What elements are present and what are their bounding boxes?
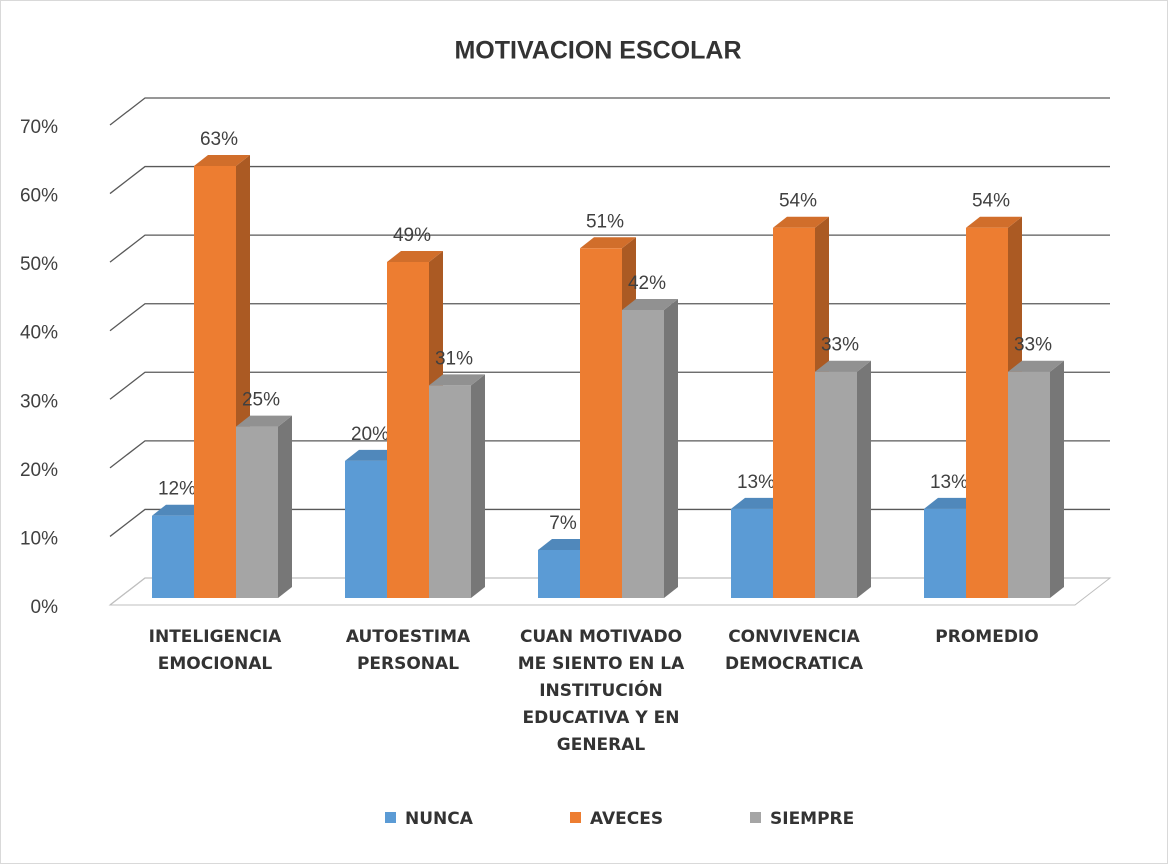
- bar-top: [966, 216, 1022, 228]
- legend-swatch: [385, 812, 396, 823]
- bar: [966, 227, 1008, 598]
- bar: [152, 515, 194, 598]
- legend-swatch: [570, 812, 581, 823]
- value-label: 12%: [158, 479, 196, 500]
- bar-top: [194, 155, 250, 166]
- y-tick-label: 10%: [20, 528, 58, 549]
- value-label: 42%: [628, 273, 666, 294]
- legend-label: AVECES: [590, 809, 663, 829]
- y-tick-label: 70%: [20, 117, 58, 138]
- value-label: 49%: [393, 225, 431, 246]
- value-label: 51%: [586, 211, 624, 232]
- value-label: 25%: [242, 390, 280, 411]
- y-tick-label: 40%: [20, 323, 58, 344]
- x-tick-label: PROMEDIO: [935, 627, 1039, 647]
- bar-side: [857, 360, 871, 598]
- bar: [815, 371, 857, 598]
- bar-top: [773, 216, 829, 228]
- value-label: 31%: [435, 348, 473, 369]
- y-tick-label: 60%: [20, 186, 58, 207]
- bar-top: [236, 415, 292, 427]
- legend-swatch: [750, 812, 761, 823]
- bar: [731, 508, 773, 598]
- bar: [429, 385, 471, 598]
- x-tick-label: AUTOESTIMA PERSONAL: [345, 627, 471, 674]
- bar: [387, 262, 429, 598]
- bar-side: [1050, 360, 1064, 598]
- bar: [924, 508, 966, 598]
- bar-side: [471, 374, 485, 598]
- floor: [108, 577, 1112, 606]
- bar: [773, 227, 815, 598]
- bar: [622, 310, 664, 598]
- grid-line: [109, 165, 1110, 195]
- bar: [580, 248, 622, 599]
- bar: [345, 460, 387, 598]
- value-label: 63%: [200, 129, 238, 150]
- bar-side: [278, 415, 292, 598]
- bar: [194, 166, 236, 598]
- x-tick-label-box: AUTOESTIMA PERSONAL: [345, 627, 471, 674]
- bar: [236, 426, 278, 598]
- bar: [538, 550, 580, 598]
- x-tick-label-box: CONVIVENCIA DEMOCRATICA: [724, 627, 864, 674]
- bar: [1008, 371, 1050, 598]
- x-tick-label-box: INTELIGENCIA EMOCIONAL: [148, 627, 282, 674]
- bar-side: [664, 299, 678, 598]
- bar-top: [622, 299, 678, 310]
- value-label: 13%: [930, 472, 968, 493]
- value-label: 7%: [549, 513, 577, 534]
- y-tick-label: 0%: [31, 597, 59, 618]
- x-tick-label: CUAN MOTIVADO ME SIENTO EN LA INSTITUCIÓ…: [517, 627, 685, 755]
- value-label: 13%: [737, 472, 775, 493]
- chart-title: MOTIVACION ESCOLAR: [454, 37, 741, 65]
- legend-label: NUNCA: [405, 809, 474, 829]
- x-tick-label-box: CUAN MOTIVADO ME SIENTO EN LA INSTITUCIÓ…: [517, 627, 685, 755]
- y-tick-label: 50%: [20, 254, 58, 275]
- value-label: 20%: [351, 424, 389, 445]
- bar-top: [815, 360, 871, 372]
- bar-top: [387, 251, 443, 262]
- value-label: 54%: [972, 191, 1010, 212]
- grid-line: [109, 97, 1110, 126]
- x-tick-label-box: PROMEDIO: [935, 627, 1039, 647]
- x-tick-label: CONVIVENCIA DEMOCRATICA: [724, 627, 864, 674]
- value-label: 33%: [821, 335, 859, 356]
- bar-top: [429, 374, 485, 386]
- legend-label: SIEMPRE: [770, 809, 854, 829]
- x-tick-label: INTELIGENCIA EMOCIONAL: [148, 627, 282, 674]
- y-tick-label: 20%: [20, 460, 58, 481]
- bar-top: [1008, 360, 1064, 372]
- value-label: 33%: [1014, 335, 1052, 356]
- value-label: 54%: [779, 191, 817, 212]
- y-tick-label: 30%: [20, 391, 58, 412]
- bar-top: [580, 237, 636, 249]
